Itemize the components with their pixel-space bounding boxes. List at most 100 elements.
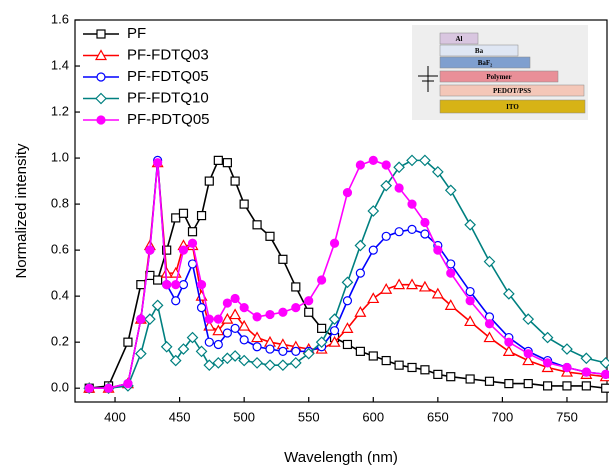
marker xyxy=(380,179,393,192)
marker xyxy=(464,218,476,231)
marker xyxy=(304,296,314,306)
marker xyxy=(601,383,609,393)
marker xyxy=(230,293,240,304)
y-tick-label: 0.0 xyxy=(51,380,69,395)
series-line xyxy=(89,159,606,389)
y-axis-label: Normalized intensity xyxy=(13,143,30,279)
marker xyxy=(317,323,327,333)
marker xyxy=(444,299,457,310)
marker xyxy=(145,245,155,255)
marker xyxy=(561,343,573,355)
marker xyxy=(289,357,302,369)
marker xyxy=(446,259,456,269)
marker xyxy=(465,296,475,306)
marker xyxy=(162,245,172,255)
marker xyxy=(213,155,223,165)
x-tick-label: 450 xyxy=(169,409,191,424)
marker xyxy=(302,347,315,360)
x-tick-label: 700 xyxy=(492,409,514,424)
marker xyxy=(394,360,404,370)
legend-label: PF-PDTQ05 xyxy=(127,111,210,128)
marker xyxy=(433,245,443,255)
marker xyxy=(599,357,609,369)
marker xyxy=(171,213,181,223)
marker xyxy=(123,378,133,389)
inset-layer xyxy=(439,99,586,114)
marker xyxy=(265,309,275,320)
marker xyxy=(342,296,353,306)
marker xyxy=(407,224,417,235)
inset: Al Ba BaF₂ Polymer PEDOT/PSS ITO xyxy=(412,25,588,120)
y-tick-label: 0.6 xyxy=(51,242,69,257)
marker xyxy=(304,307,314,317)
marker xyxy=(483,255,496,268)
marker xyxy=(341,322,354,333)
marker xyxy=(405,278,419,290)
y-tick-label: 0.2 xyxy=(51,334,69,349)
inset-layer-label: Polymer xyxy=(486,73,511,81)
marker xyxy=(465,286,475,297)
marker xyxy=(328,335,341,347)
inset-layer-label: BaF₂ xyxy=(478,59,493,67)
y-tick-label: 0.4 xyxy=(51,288,69,303)
marker xyxy=(291,303,301,313)
marker xyxy=(522,313,535,326)
marker xyxy=(212,324,225,336)
marker xyxy=(484,376,495,386)
inset-layer-label: Al xyxy=(456,35,463,43)
marker xyxy=(203,359,216,372)
marker xyxy=(178,280,189,290)
marker xyxy=(291,346,301,356)
marker xyxy=(96,72,106,82)
marker xyxy=(394,227,404,237)
marker xyxy=(196,280,207,290)
marker xyxy=(601,369,609,379)
marker xyxy=(342,339,353,350)
marker xyxy=(153,158,163,168)
marker xyxy=(504,337,514,347)
marker xyxy=(355,346,365,356)
marker xyxy=(354,239,367,252)
marker xyxy=(178,245,189,255)
marker xyxy=(431,166,444,178)
marker xyxy=(431,287,444,299)
x-axis-label: Wavelength (nm) xyxy=(284,449,398,466)
marker xyxy=(341,276,354,289)
marker xyxy=(368,155,378,165)
marker xyxy=(204,176,214,186)
marker xyxy=(103,383,114,393)
inset-layer xyxy=(439,32,479,45)
marker xyxy=(580,352,593,365)
marker xyxy=(420,365,430,375)
marker xyxy=(394,183,404,193)
legend-label: PF xyxy=(127,25,146,42)
marker xyxy=(195,345,208,358)
marker xyxy=(265,344,275,354)
marker xyxy=(446,268,456,278)
marker xyxy=(381,231,391,241)
marker xyxy=(446,372,456,382)
inset-layer-label: Ba xyxy=(475,47,484,55)
marker xyxy=(229,350,241,362)
marker xyxy=(264,359,276,372)
marker xyxy=(95,92,107,105)
legend-label: PF-FDTQ03 xyxy=(127,46,209,63)
marker xyxy=(171,296,181,306)
marker xyxy=(543,358,553,368)
inset-layer-label: ITO xyxy=(506,103,519,111)
y-tick-label: 0.8 xyxy=(51,196,69,211)
marker xyxy=(196,303,207,313)
marker xyxy=(368,351,378,361)
marker xyxy=(355,160,365,170)
marker xyxy=(94,49,108,61)
marker xyxy=(367,292,380,304)
marker xyxy=(252,220,262,230)
x-tick-label: 750 xyxy=(556,409,578,424)
marker xyxy=(354,306,367,317)
marker xyxy=(355,268,365,278)
marker xyxy=(523,349,533,359)
marker xyxy=(204,314,214,324)
y-tick-label: 1.4 xyxy=(51,57,69,72)
marker xyxy=(252,312,262,322)
